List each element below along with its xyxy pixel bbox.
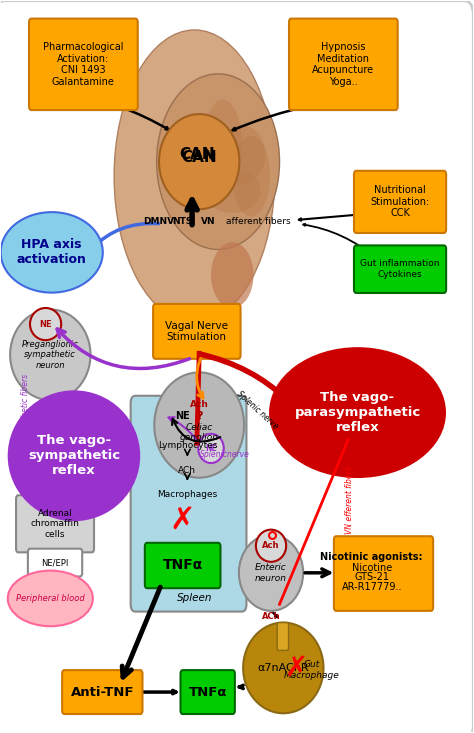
- Text: Gut
Macrophage: Gut Macrophage: [284, 660, 339, 679]
- Text: Pharmacological
Activation:
CNI 1493
Galantamine: Pharmacological Activation: CNI 1493 Gal…: [43, 42, 124, 86]
- Text: Ach: Ach: [190, 400, 209, 409]
- Text: ACh: ACh: [178, 466, 196, 475]
- Text: TNFα: TNFα: [163, 559, 203, 572]
- Text: α7nAChR: α7nAChR: [257, 663, 309, 673]
- Ellipse shape: [218, 125, 265, 183]
- FancyBboxPatch shape: [160, 402, 205, 429]
- Text: CAN: CAN: [182, 150, 217, 166]
- Text: NE: NE: [175, 410, 190, 421]
- FancyBboxPatch shape: [153, 304, 240, 359]
- Ellipse shape: [211, 242, 254, 308]
- Text: Sympathetic fibers: Sympathetic fibers: [21, 375, 30, 446]
- Text: The vago-
parasympathetic
reflex: The vago- parasympathetic reflex: [294, 391, 420, 434]
- Text: The vago-
sympathetic
reflex: The vago- sympathetic reflex: [28, 434, 120, 477]
- Ellipse shape: [243, 622, 323, 713]
- Ellipse shape: [232, 136, 270, 216]
- Text: ✗: ✗: [170, 506, 195, 534]
- Text: ?: ?: [196, 411, 202, 421]
- Text: Gut inflammation
Cytokines: Gut inflammation Cytokines: [360, 259, 440, 279]
- FancyBboxPatch shape: [145, 543, 220, 588]
- Text: Ach: Ach: [262, 541, 280, 550]
- Ellipse shape: [204, 100, 242, 187]
- Text: Celiac
ganglion: Celiac ganglion: [180, 423, 219, 442]
- FancyBboxPatch shape: [29, 18, 138, 110]
- Ellipse shape: [10, 309, 91, 400]
- Text: Nutritional
Stimulation:
CCK: Nutritional Stimulation: CCK: [370, 185, 429, 218]
- Text: Anti-TNF: Anti-TNF: [71, 685, 134, 699]
- Ellipse shape: [204, 169, 261, 213]
- Text: Splenic nerve: Splenic nerve: [235, 389, 280, 431]
- Ellipse shape: [9, 391, 139, 520]
- Text: Enteric
neuron: Enteric neuron: [255, 563, 287, 583]
- FancyBboxPatch shape: [289, 18, 398, 110]
- Text: AR-R17779..: AR-R17779..: [341, 582, 402, 592]
- FancyBboxPatch shape: [131, 396, 246, 611]
- FancyBboxPatch shape: [28, 549, 82, 576]
- Text: VN: VN: [201, 217, 216, 226]
- Text: NTS: NTS: [173, 217, 193, 226]
- Text: HPA axis
activation: HPA axis activation: [17, 238, 87, 266]
- Text: Lymphocytes: Lymphocytes: [158, 441, 217, 450]
- Text: DMNV: DMNV: [144, 217, 174, 226]
- Text: Hypnosis
Meditation
Acupuncture
Yoga..: Hypnosis Meditation Acupuncture Yoga..: [312, 42, 374, 86]
- Ellipse shape: [256, 530, 286, 561]
- Ellipse shape: [155, 372, 244, 478]
- Ellipse shape: [156, 74, 280, 249]
- Text: Preganglionic
sympathetic
neuron: Preganglionic sympathetic neuron: [22, 340, 79, 369]
- Ellipse shape: [198, 434, 224, 463]
- FancyBboxPatch shape: [354, 171, 446, 233]
- Ellipse shape: [159, 114, 239, 209]
- Ellipse shape: [239, 535, 303, 611]
- Text: ACh: ACh: [262, 612, 280, 621]
- Text: ✗: ✗: [284, 654, 308, 682]
- Text: Vagal Nerve
Stimulation: Vagal Nerve Stimulation: [165, 320, 228, 342]
- Text: Nicotine: Nicotine: [352, 563, 392, 572]
- Text: TNFα: TNFα: [189, 685, 227, 699]
- FancyBboxPatch shape: [334, 537, 433, 611]
- Text: NE: NE: [205, 444, 217, 453]
- FancyBboxPatch shape: [354, 246, 446, 293]
- Text: CAN: CAN: [179, 147, 215, 162]
- Text: NE: NE: [39, 320, 52, 328]
- Ellipse shape: [30, 308, 61, 340]
- Text: NE/EPI: NE/EPI: [41, 558, 69, 567]
- Text: Peripheral blood: Peripheral blood: [16, 594, 85, 603]
- Ellipse shape: [270, 348, 445, 477]
- Ellipse shape: [0, 212, 103, 292]
- FancyBboxPatch shape: [277, 622, 289, 650]
- Text: Adrenal
chromaffin
cells: Adrenal chromaffin cells: [31, 509, 80, 539]
- Text: VN efferent fibers: VN efferent fibers: [345, 465, 354, 534]
- Text: Macrophages: Macrophages: [157, 490, 218, 499]
- FancyBboxPatch shape: [16, 496, 94, 553]
- Text: afferent fibers: afferent fibers: [226, 217, 291, 226]
- Text: Splenicnerve: Splenicnerve: [200, 450, 250, 459]
- FancyBboxPatch shape: [62, 670, 143, 714]
- Ellipse shape: [114, 30, 275, 323]
- Text: Nicotinic agonists:: Nicotinic agonists:: [320, 552, 423, 561]
- Text: Spleen: Spleen: [177, 594, 212, 603]
- FancyBboxPatch shape: [181, 670, 235, 714]
- Text: GTS-21: GTS-21: [354, 572, 389, 582]
- Ellipse shape: [8, 570, 93, 626]
